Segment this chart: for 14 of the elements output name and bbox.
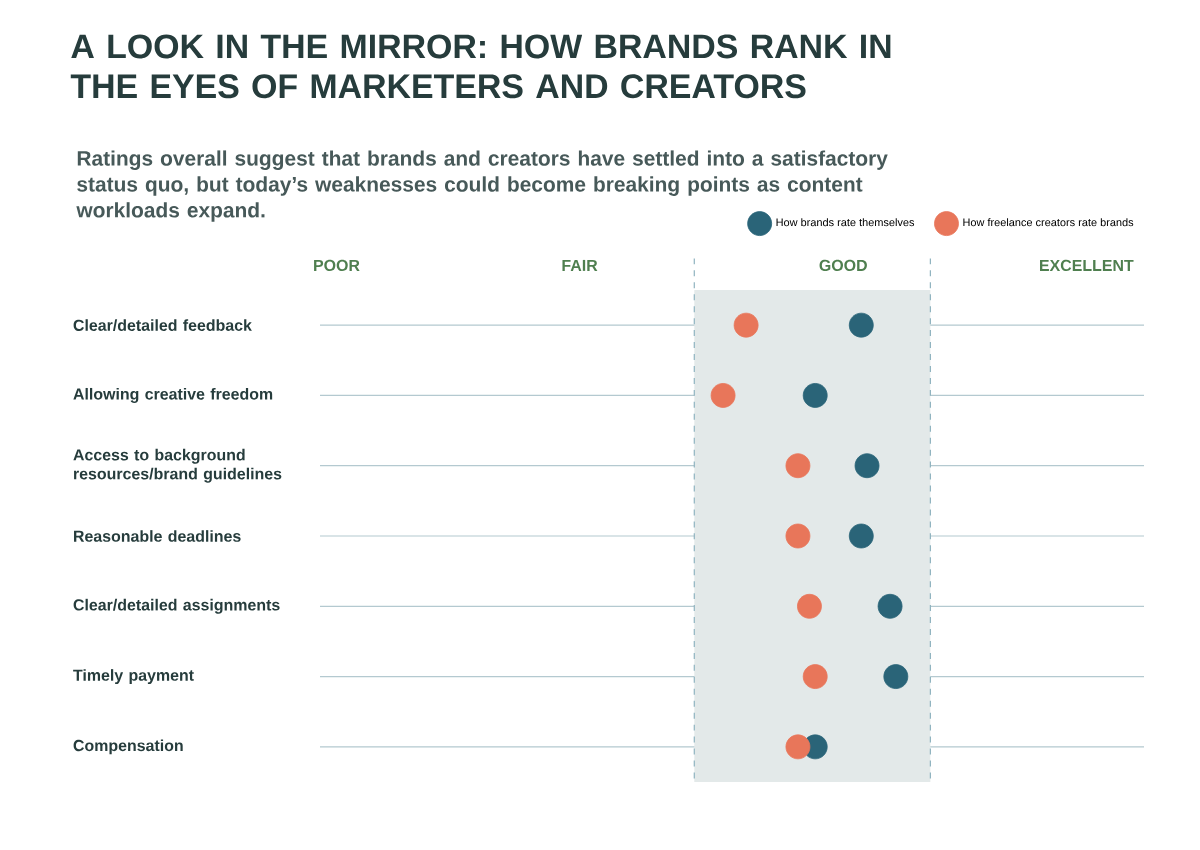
point bbox=[785, 734, 811, 760]
point bbox=[785, 523, 811, 549]
chart-title: A LOOK IN THE MIRROR: HOW BRANDS RANK IN THE EYES OF MARKETERS AND CREATORS bbox=[70, 34, 891, 99]
point bbox=[877, 593, 903, 619]
point bbox=[848, 523, 874, 549]
point bbox=[710, 383, 736, 408]
point bbox=[733, 312, 759, 338]
point bbox=[848, 312, 874, 338]
point bbox=[802, 664, 828, 689]
point bbox=[802, 383, 828, 408]
point bbox=[785, 453, 811, 479]
point bbox=[883, 664, 909, 689]
point bbox=[854, 453, 880, 479]
point bbox=[797, 593, 822, 619]
